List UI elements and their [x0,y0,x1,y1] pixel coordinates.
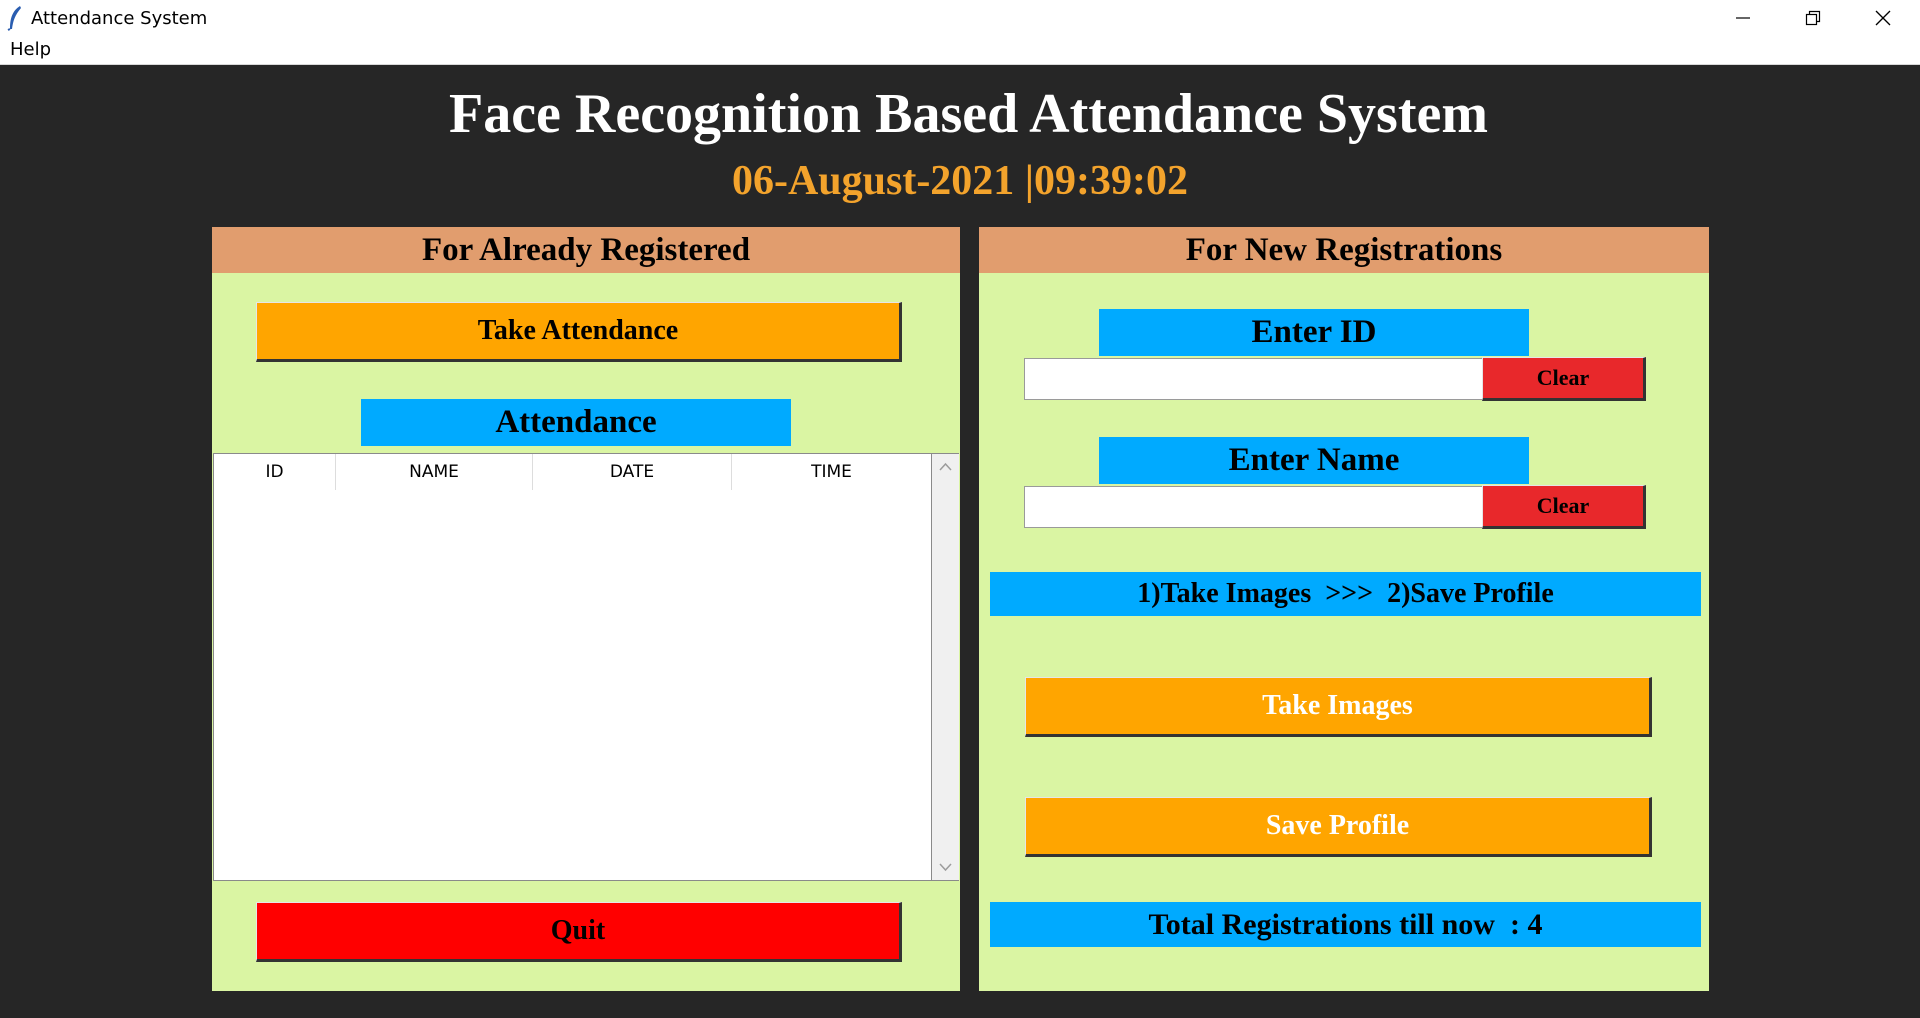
feather-icon [7,6,21,31]
column-header-date[interactable]: DATE [533,454,732,490]
close-icon [1875,10,1891,26]
clear-id-button[interactable]: Clear [1482,357,1646,401]
id-input[interactable] [1024,358,1484,400]
window-titlebar: Attendance System [0,0,1920,36]
minimize-button[interactable] [1708,0,1778,36]
clear-name-button[interactable]: Clear [1482,485,1646,529]
name-input[interactable] [1024,486,1484,528]
take-images-button[interactable]: Take Images [1025,677,1652,737]
column-header-id[interactable]: ID [214,454,336,490]
take-attendance-button[interactable]: Take Attendance [256,302,902,362]
page-title: Face Recognition Based Attendance System [448,83,1488,145]
window-title: Attendance System [31,8,208,29]
column-header-time[interactable]: TIME [811,462,852,482]
attendance-table[interactable]: ID NAME DATE TIME [213,453,932,881]
menu-help[interactable]: Help [10,39,52,60]
new-registration-panel-heading: For New Registrations [979,227,1709,273]
total-registrations-label: Total Registrations till now : 4 [990,902,1701,947]
save-profile-button[interactable]: Save Profile [1025,797,1652,857]
enter-name-label: Enter Name [1099,437,1529,484]
menu-bar: Help [0,36,1920,65]
date-time-display: 06-August-2021 |09:39:02 [731,158,1189,204]
column-header-name[interactable]: NAME [336,454,533,490]
quit-button[interactable]: Quit [256,902,902,962]
chevron-down-icon[interactable] [939,863,952,872]
attendance-label: Attendance [361,399,791,446]
maximize-button[interactable] [1778,0,1848,36]
attendance-table-scrollbar[interactable] [932,453,959,881]
close-button[interactable] [1848,0,1918,36]
minimize-icon [1736,17,1750,19]
registered-panel-heading: For Already Registered [212,227,960,273]
registration-steps-label: 1)Take Images >>> 2)Save Profile [990,572,1701,616]
enter-id-label: Enter ID [1099,309,1529,356]
chevron-up-icon[interactable] [939,462,952,471]
restore-icon [1805,10,1821,26]
